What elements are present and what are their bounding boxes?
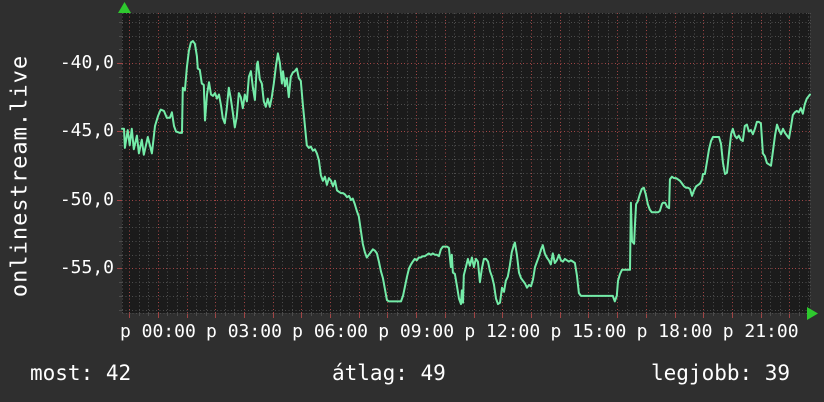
x-tick-label: p 12:00 (464, 321, 541, 342)
x-tick-label: p 06:00 (292, 321, 368, 342)
x-axis-arrow-icon (807, 307, 818, 320)
plot-area (122, 13, 810, 313)
x-tick-label: p 18:00 (636, 321, 713, 342)
x-tick-label: p 09:00 (378, 321, 455, 342)
x-tick-label: p 15:00 (550, 321, 627, 342)
y-axis-arrow-icon (118, 2, 131, 13)
vertical-axis-title: onlinestream.live (7, 54, 33, 298)
stat-best: legjobb: 39 (651, 361, 791, 385)
x-tick-label: p 03:00 (206, 321, 282, 342)
x-tick-label: p 21:00 (722, 321, 799, 342)
stat-average: átlag: 49 (332, 361, 446, 385)
stat-current: most: 42 (30, 361, 132, 385)
y-tick-label: -50,0 (59, 188, 114, 210)
x-tick-label: p 00:00 (119, 321, 196, 342)
y-tick-label: -55,0 (59, 257, 114, 279)
y-tick-label: -45,0 (59, 120, 114, 142)
y-tick-label: -40,0 (59, 52, 114, 73)
